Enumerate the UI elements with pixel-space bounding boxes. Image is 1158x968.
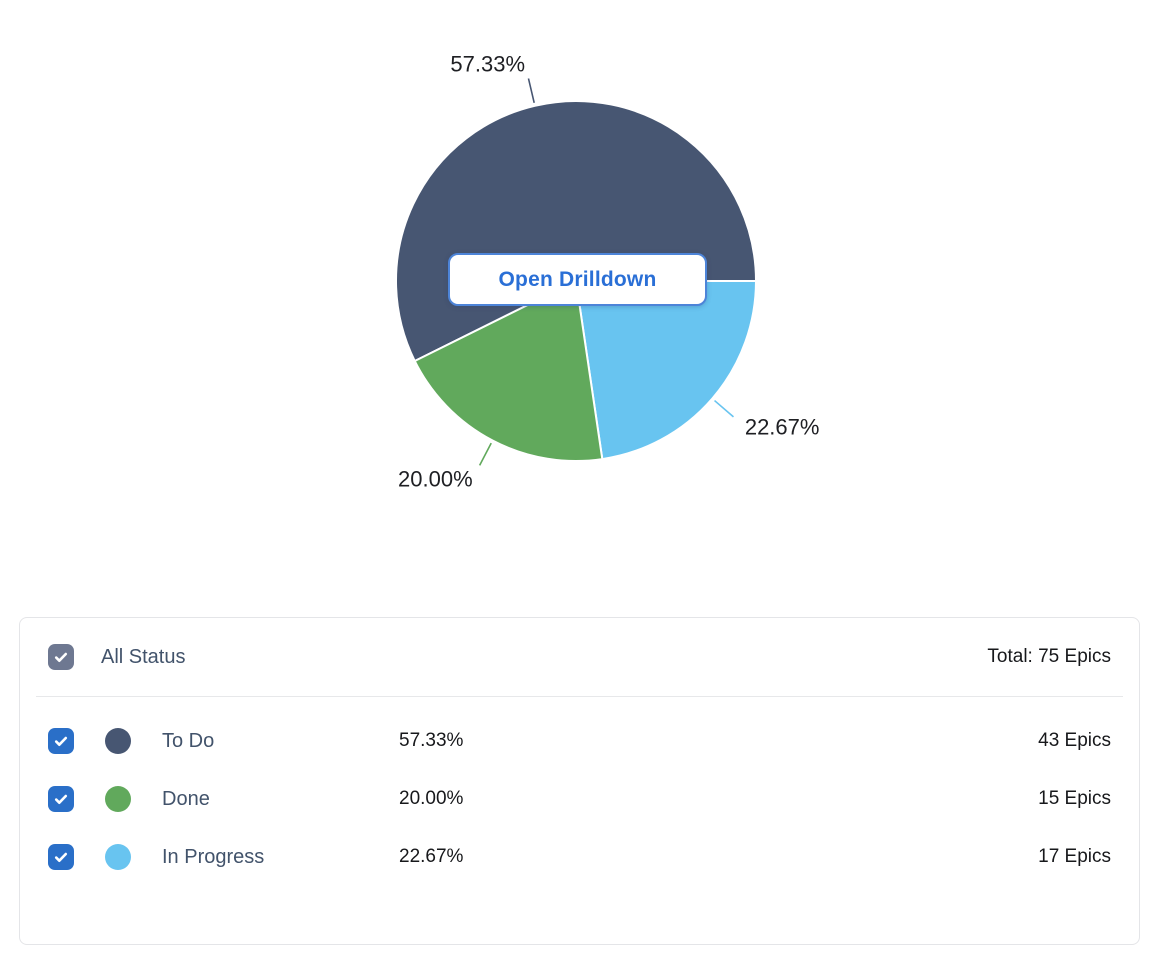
done-label: Done (162, 787, 210, 810)
to-do-percent: 57.33% (399, 730, 464, 751)
checkmark-icon (53, 649, 69, 665)
pie-percent-label-to-do: 57.33% (450, 52, 525, 77)
all-status-checkbox[interactable] (48, 644, 74, 670)
to-do-checkbox[interactable] (48, 728, 74, 754)
all-status-label: All Status (101, 645, 186, 668)
pie-percent-label-in-progress: 22.67% (745, 414, 820, 439)
legend-rows: To Do 57.33% 43 Epics Done 20.00% 15 Epi… (48, 697, 1111, 886)
open-drilldown-button[interactable]: Open Drilldown (448, 253, 707, 306)
done-checkbox[interactable] (48, 786, 74, 812)
done-color-dot (105, 786, 131, 812)
legend-header-row: All Status Total: 75 Epics (48, 618, 1111, 696)
legend-row-done: Done 20.00% 15 Epics (48, 770, 1111, 828)
pie-label-line-done (478, 442, 492, 466)
done-percent: 20.00% (399, 788, 464, 809)
pie-percent-label-done: 20.00% (398, 466, 473, 491)
in-progress-percent: 22.67% (399, 846, 464, 867)
to-do-label: To Do (162, 729, 215, 752)
pie-chart-area: 57.33% 22.67% 20.00% Open Drilldown (395, 52, 820, 491)
in-progress-color-dot (105, 844, 131, 870)
legend-row-to-do: To Do 57.33% 43 Epics (48, 712, 1111, 770)
to-do-color-dot (105, 728, 131, 754)
status-legend-card: All Status Total: 75 Epics To Do 57.33% … (19, 617, 1140, 945)
legend-row-in-progress: In Progress 22.67% 17 Epics (48, 828, 1111, 886)
pie-label-line-to-do (527, 78, 535, 104)
pie-label-line-in-progress (714, 399, 734, 418)
in-progress-count: 17 Epics (1038, 846, 1111, 867)
header-divider (36, 696, 1123, 697)
to-do-count: 43 Epics (1038, 730, 1111, 751)
total-epics-label: Total: 75 Epics (987, 646, 1111, 667)
checkmark-icon (53, 733, 69, 749)
in-progress-checkbox[interactable] (48, 844, 74, 870)
pie-slice-in-progress[interactable] (575, 279, 757, 461)
checkmark-icon (53, 791, 69, 807)
pie-slice-done[interactable] (413, 280, 604, 462)
done-count: 15 Epics (1038, 788, 1111, 809)
checkmark-icon (53, 849, 69, 865)
in-progress-label: In Progress (162, 845, 265, 868)
